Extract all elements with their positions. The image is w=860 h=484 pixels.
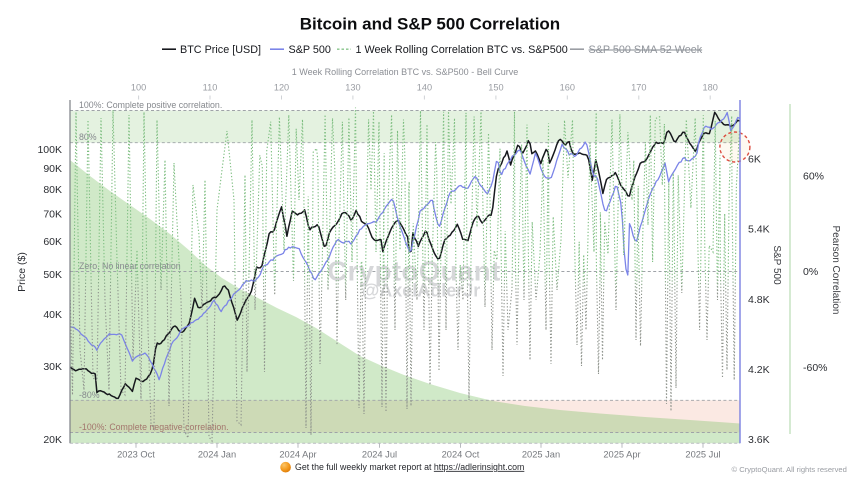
svg-text:150: 150 (488, 83, 503, 93)
svg-text:-60%: -60% (803, 362, 828, 374)
svg-text:3.6K: 3.6K (748, 434, 770, 446)
svg-text:100%: Complete positive correl: 100%: Complete positive correlation. (79, 100, 222, 110)
svg-text:2024 Jan: 2024 Jan (198, 449, 236, 459)
svg-text:160: 160 (560, 83, 575, 93)
svg-text:1 Week Rolling Correlation BTC: 1 Week Rolling Correlation BTC vs. S&P50… (292, 67, 518, 77)
svg-text:Pearson Correlation: Pearson Correlation (830, 226, 841, 315)
svg-text:2025 Jan: 2025 Jan (522, 449, 560, 459)
svg-text:2025 Jul: 2025 Jul (685, 449, 720, 459)
svg-text:4.8K: 4.8K (748, 294, 770, 306)
svg-text:70K: 70K (43, 208, 62, 220)
svg-text:130: 130 (345, 83, 360, 93)
svg-text:Bitcoin and S&P 500 Correlatio: Bitcoin and S&P 500 Correlation (300, 15, 560, 34)
svg-text:100: 100 (131, 83, 146, 93)
svg-text:0%: 0% (803, 266, 818, 278)
svg-text:S&P 500: S&P 500 (771, 245, 782, 285)
svg-text:140: 140 (417, 83, 432, 93)
svg-text:2025 Apr: 2025 Apr (603, 449, 640, 459)
svg-text:Zero. No linear correlation: Zero. No linear correlation (79, 261, 181, 271)
svg-text:2024 Apr: 2024 Apr (279, 449, 316, 459)
svg-text:20K: 20K (43, 434, 62, 446)
svg-text:@AxelAdlerJr: @AxelAdlerJr (362, 281, 481, 301)
svg-text:2024 Jul: 2024 Jul (362, 449, 397, 459)
svg-text:Get the full weekly market rep: Get the full weekly market report at htt… (295, 462, 524, 472)
svg-text:170: 170 (631, 83, 646, 93)
svg-text:100K: 100K (37, 144, 62, 156)
svg-text:80%: 80% (79, 132, 97, 142)
svg-text:Price ($): Price ($) (16, 252, 28, 292)
svg-text:2024 Oct: 2024 Oct (442, 449, 480, 459)
svg-text:60K: 60K (43, 236, 62, 248)
svg-text:-80%: -80% (79, 390, 100, 400)
svg-text:-100%: Complete negative corre: -100%: Complete negative correlation. (79, 422, 229, 432)
svg-text:1 Week Rolling Correlation BTC: 1 Week Rolling Correlation BTC vs. S&P50… (356, 44, 568, 56)
svg-text:110: 110 (203, 83, 218, 93)
svg-text:© CryptoQuant. All rights rese: © CryptoQuant. All rights reserved (732, 465, 847, 474)
svg-text:5.4K: 5.4K (748, 224, 770, 236)
svg-text:CryptoQuant: CryptoQuant (327, 256, 501, 287)
svg-text:S&P 500 SMA 52 Week: S&P 500 SMA 52 Week (589, 44, 703, 56)
svg-text:4.2K: 4.2K (748, 364, 770, 376)
svg-text:30K: 30K (43, 361, 62, 373)
svg-text:BTC Price [USD]: BTC Price [USD] (180, 44, 261, 56)
svg-text:80K: 80K (43, 184, 62, 196)
svg-text:40K: 40K (43, 309, 62, 321)
svg-text:60%: 60% (803, 170, 824, 182)
svg-text:120: 120 (274, 83, 289, 93)
svg-text:S&P 500: S&P 500 (289, 44, 331, 56)
svg-text:50K: 50K (43, 269, 62, 281)
svg-text:6K: 6K (748, 154, 761, 166)
svg-text:2023 Oct: 2023 Oct (117, 449, 155, 459)
svg-text:90K: 90K (43, 163, 62, 175)
svg-text:180: 180 (703, 83, 718, 93)
